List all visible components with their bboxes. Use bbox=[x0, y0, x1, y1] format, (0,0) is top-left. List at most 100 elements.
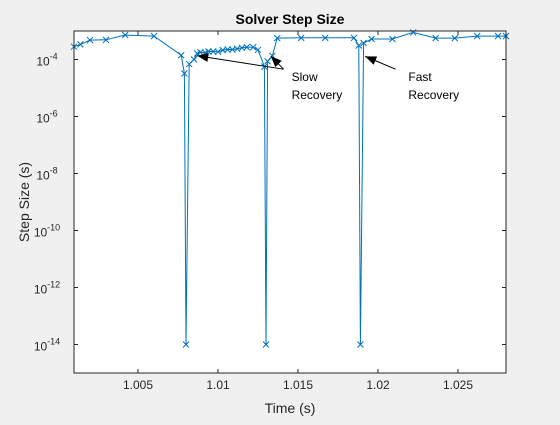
marker-stroke bbox=[214, 48, 222, 56]
marker-stroke bbox=[77, 41, 84, 48]
data-point-marker bbox=[190, 56, 198, 63]
data-point-marker bbox=[262, 341, 270, 348]
data-point-marker bbox=[77, 41, 84, 48]
data-point-marker bbox=[182, 341, 190, 348]
y-tick-exponent: -12 bbox=[47, 280, 60, 290]
data-point-marker bbox=[409, 29, 417, 36]
annotation-text: Recovery bbox=[408, 88, 459, 102]
y-tick-exponent: -10 bbox=[47, 223, 60, 233]
data-point-marker bbox=[86, 36, 94, 44]
marker-stroke bbox=[368, 35, 375, 43]
y-tick-label: 10-6 bbox=[36, 109, 57, 126]
x-tick-label: 1.01 bbox=[206, 378, 230, 392]
data-point-marker bbox=[249, 43, 257, 51]
marker-stroke bbox=[360, 39, 367, 47]
marker-stroke bbox=[432, 34, 439, 42]
chart-title: Solver Step Size bbox=[236, 11, 345, 27]
data-point-marker bbox=[360, 39, 367, 47]
marker-stroke bbox=[182, 341, 190, 348]
marker-stroke bbox=[262, 341, 270, 348]
annotation-text: Recovery bbox=[292, 88, 343, 102]
data-point-marker bbox=[355, 42, 363, 49]
marker-stroke bbox=[409, 29, 417, 36]
data-point-marker bbox=[350, 34, 358, 42]
data-point-marker bbox=[150, 32, 158, 40]
x-tick-label: 1.005 bbox=[123, 378, 153, 392]
annotation-arrow-head bbox=[197, 53, 209, 62]
data-point-marker bbox=[102, 36, 110, 44]
marker-stroke bbox=[321, 34, 329, 42]
y-tick-base: 10 bbox=[34, 226, 48, 240]
marker-stroke bbox=[229, 46, 236, 53]
y-tick-label: 10-4 bbox=[36, 52, 57, 69]
marker-stroke bbox=[473, 32, 481, 40]
plot-area bbox=[74, 31, 506, 373]
data-point-marker bbox=[254, 46, 262, 54]
x-tick-label: 1.02 bbox=[366, 378, 390, 392]
data-point-marker bbox=[181, 70, 188, 77]
marker-stroke bbox=[254, 46, 262, 54]
series-layer bbox=[70, 29, 510, 348]
data-point-marker bbox=[389, 35, 396, 43]
annotation-layer: Slow Recovery Fast Recovery bbox=[197, 53, 459, 102]
y-tick-base: 10 bbox=[36, 55, 50, 69]
marker-stroke bbox=[181, 70, 188, 77]
data-point-marker bbox=[121, 31, 129, 39]
y-tick-label: 10-14 bbox=[34, 337, 60, 354]
data-point-marker bbox=[273, 34, 281, 42]
marker-stroke bbox=[357, 341, 364, 348]
marker-stroke bbox=[389, 35, 396, 43]
y-tick-base: 10 bbox=[36, 169, 50, 183]
y-tick-exponent: -8 bbox=[50, 166, 58, 176]
data-point-marker bbox=[432, 34, 439, 42]
marker-stroke bbox=[269, 52, 276, 60]
y-tick-label: 10-8 bbox=[36, 166, 57, 183]
data-point-marker bbox=[321, 34, 329, 42]
marker-stroke bbox=[494, 32, 502, 40]
marker-stroke bbox=[249, 43, 257, 51]
marker-stroke bbox=[243, 43, 251, 51]
data-point-marker bbox=[214, 48, 222, 56]
data-point-marker bbox=[243, 43, 251, 51]
marker-stroke bbox=[233, 45, 241, 53]
data-point-marker bbox=[177, 51, 185, 59]
data-point-marker bbox=[224, 46, 231, 53]
y-tick-base: 10 bbox=[34, 283, 48, 297]
annotation-arrow-line bbox=[197, 55, 284, 70]
marker-stroke bbox=[273, 34, 281, 42]
marker-stroke bbox=[121, 31, 129, 39]
marker-stroke bbox=[224, 46, 231, 53]
marker-stroke bbox=[150, 32, 158, 40]
marker-stroke bbox=[355, 42, 363, 49]
marker-stroke bbox=[205, 48, 212, 55]
marker-stroke bbox=[86, 36, 94, 44]
data-point-marker bbox=[368, 35, 375, 43]
data-point-marker bbox=[205, 48, 212, 55]
y-tick-exponent: -6 bbox=[50, 109, 58, 119]
marker-stroke bbox=[177, 51, 185, 59]
annotation-text: Fast bbox=[408, 70, 432, 84]
marker-stroke bbox=[350, 34, 358, 42]
y-tick-base: 10 bbox=[36, 112, 50, 126]
data-point-marker bbox=[494, 32, 502, 40]
marker-stroke bbox=[219, 46, 227, 54]
marker-stroke bbox=[238, 44, 246, 52]
marker-stroke bbox=[297, 34, 305, 42]
marker-stroke bbox=[451, 34, 459, 42]
plot-frame bbox=[73, 30, 507, 374]
marker-stroke bbox=[264, 57, 271, 65]
y-tick-label: 10-12 bbox=[34, 280, 60, 297]
marker-stroke bbox=[190, 56, 198, 63]
y-tick-label: 10-10 bbox=[34, 223, 60, 240]
annotation-arrow-head bbox=[270, 56, 282, 68]
y-tick-base: 10 bbox=[34, 340, 48, 354]
y-axis-label: Step Size (s) bbox=[16, 162, 32, 242]
axis-ticks: 1.005 1.01 1.015 1.02 1.02510-1410-1210-1010… bbox=[34, 31, 506, 392]
x-tick-label: 1.015 bbox=[283, 378, 313, 392]
annotation-text: Slow bbox=[292, 70, 318, 84]
annotation-arrow-head bbox=[365, 56, 378, 65]
data-point-marker bbox=[297, 34, 305, 42]
data-point-marker bbox=[357, 341, 364, 348]
